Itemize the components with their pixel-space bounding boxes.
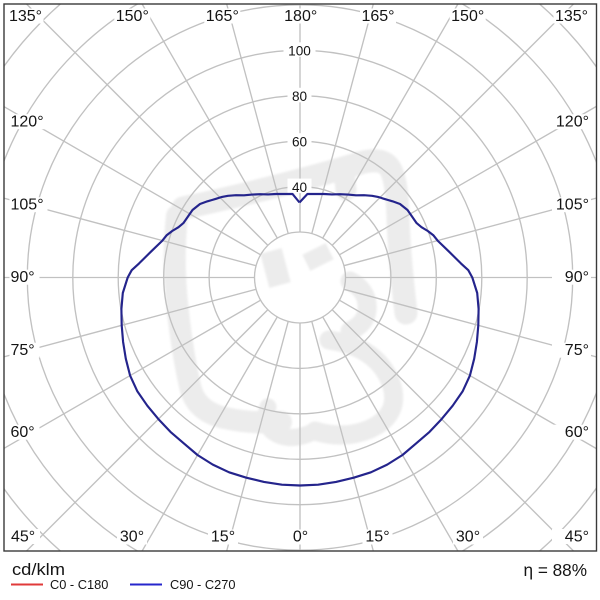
svg-text:135°: 135° [555, 8, 588, 25]
svg-text:45°: 45° [11, 529, 35, 546]
svg-text:60°: 60° [11, 424, 35, 441]
svg-text:30°: 30° [120, 529, 144, 546]
svg-text:15°: 15° [365, 529, 389, 546]
svg-text:120°: 120° [11, 114, 44, 131]
svg-text:120°: 120° [556, 114, 589, 131]
svg-text:40: 40 [292, 180, 308, 195]
svg-text:150°: 150° [116, 8, 149, 25]
svg-text:105°: 105° [11, 197, 44, 214]
svg-text:30°: 30° [456, 529, 480, 546]
svg-text:60°: 60° [565, 424, 589, 441]
svg-text:60: 60 [292, 134, 308, 149]
svg-text:C90 - C270: C90 - C270 [170, 577, 235, 592]
svg-text:η = 88%: η = 88% [524, 560, 588, 580]
svg-text:180°: 180° [284, 8, 317, 25]
svg-text:150°: 150° [451, 8, 484, 25]
svg-text:45°: 45° [565, 529, 589, 546]
svg-text:75°: 75° [565, 342, 589, 359]
svg-text:165°: 165° [206, 8, 239, 25]
svg-text:cd/klm: cd/klm [12, 560, 65, 579]
svg-text:90°: 90° [565, 269, 589, 286]
svg-text:0°: 0° [293, 529, 308, 546]
svg-text:90°: 90° [11, 269, 35, 286]
svg-text:80: 80 [292, 89, 308, 104]
svg-text:100: 100 [288, 44, 311, 59]
svg-text:C0 - C180: C0 - C180 [50, 577, 108, 592]
svg-text:165°: 165° [361, 8, 394, 25]
svg-text:15°: 15° [211, 529, 235, 546]
svg-text:75°: 75° [11, 342, 35, 359]
svg-text:135°: 135° [9, 8, 42, 25]
svg-text:105°: 105° [556, 197, 589, 214]
